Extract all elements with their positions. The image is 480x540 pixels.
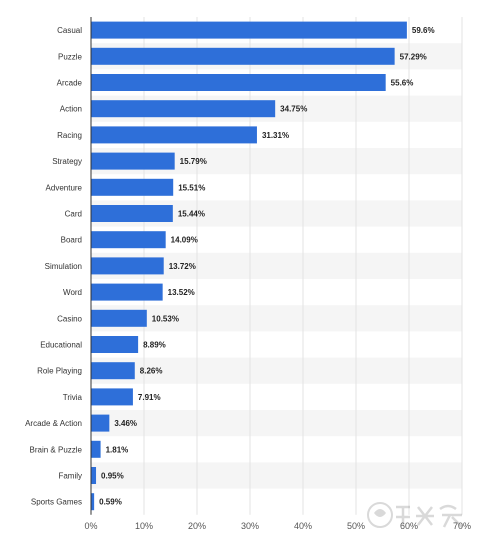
- category-label: Family: [58, 472, 82, 481]
- category-label: Card: [65, 210, 82, 219]
- row-stripe: [91, 462, 462, 489]
- value-label: 55.6%: [391, 79, 414, 88]
- bar: [91, 440, 101, 458]
- row-stripe: [91, 410, 462, 437]
- value-label: 15.51%: [178, 183, 205, 192]
- value-label: 15.44%: [178, 210, 205, 219]
- bar: [91, 126, 257, 144]
- bar: [91, 100, 276, 118]
- bar: [91, 47, 395, 65]
- value-label: 15.79%: [180, 157, 207, 166]
- category-label: Casual: [57, 26, 82, 35]
- category-label: Arcade & Action: [25, 419, 82, 428]
- value-label: 31.31%: [262, 131, 289, 140]
- value-label: 13.52%: [168, 288, 195, 297]
- bar: [91, 21, 407, 39]
- value-label: 10.53%: [152, 314, 179, 323]
- x-tick-label: 20%: [188, 521, 206, 531]
- value-label: 57.29%: [400, 52, 427, 61]
- row-stripe: [91, 305, 462, 332]
- category-label: Simulation: [45, 262, 82, 271]
- x-axis-ticks: 0% 10% 20% 30% 40% 50% 60% 70%: [84, 521, 471, 531]
- category-label: Casino: [57, 314, 82, 323]
- row-stripe: [91, 357, 462, 384]
- value-label: 8.89%: [143, 341, 166, 350]
- category-label: Arcade: [57, 79, 83, 88]
- category-label: Puzzle: [58, 52, 83, 61]
- bar: [91, 309, 147, 327]
- value-label: 13.72%: [169, 262, 196, 271]
- value-label: 1.81%: [106, 445, 129, 454]
- category-label: Adventure: [46, 183, 83, 192]
- x-tick-label: 70%: [453, 521, 471, 531]
- watermark-logo-icon: [367, 502, 463, 528]
- bar: [91, 178, 174, 196]
- bar: [91, 74, 386, 91]
- bar: [91, 205, 173, 222]
- category-label: Board: [61, 236, 82, 245]
- value-label: 0.95%: [101, 472, 124, 481]
- x-tick-label: 10%: [135, 521, 153, 531]
- value-label: 14.09%: [171, 236, 198, 245]
- category-label: Action: [60, 105, 82, 114]
- gridlines: [143, 17, 463, 515]
- x-tick-label: 50%: [347, 521, 365, 531]
- category-labels: Casual Puzzle Arcade Action Racing Strategy Ad…: [25, 26, 82, 507]
- category-label: Brain & Puzzle: [30, 445, 83, 454]
- bar: [91, 231, 166, 249]
- bar: [91, 388, 133, 406]
- x-tick-label: 30%: [241, 521, 259, 531]
- value-label: 0.59%: [99, 498, 122, 507]
- bar: [91, 362, 135, 380]
- bar: [91, 467, 97, 484]
- x-tick-label: 60%: [400, 521, 418, 531]
- x-tick-label: 40%: [294, 521, 312, 531]
- value-label: 59.6%: [412, 26, 435, 35]
- category-label: Strategy: [52, 157, 82, 166]
- value-labels: 59.6% 57.29% 55.6% 34.75% 31.31% 15.79% 15.51%…: [99, 26, 434, 507]
- bar: [91, 283, 163, 301]
- category-label: Word: [63, 288, 82, 297]
- watermark-logo: [366, 499, 474, 536]
- x-tick-label: 0%: [84, 521, 97, 531]
- category-label: Sports Games: [31, 498, 82, 507]
- bar: [91, 493, 95, 511]
- value-label: 7.91%: [138, 393, 161, 402]
- value-label: 8.26%: [140, 367, 163, 376]
- bar: [91, 414, 110, 432]
- category-label: Trivia: [63, 393, 83, 402]
- value-label: 3.46%: [114, 419, 137, 428]
- bar: [91, 336, 139, 353]
- category-label: Racing: [57, 131, 82, 140]
- bar: [91, 152, 175, 170]
- bar: [91, 257, 164, 275]
- bars: [91, 21, 407, 511]
- value-label: 34.75%: [280, 105, 307, 114]
- category-label: Role Playing: [37, 367, 82, 376]
- category-label: Educational: [40, 341, 82, 350]
